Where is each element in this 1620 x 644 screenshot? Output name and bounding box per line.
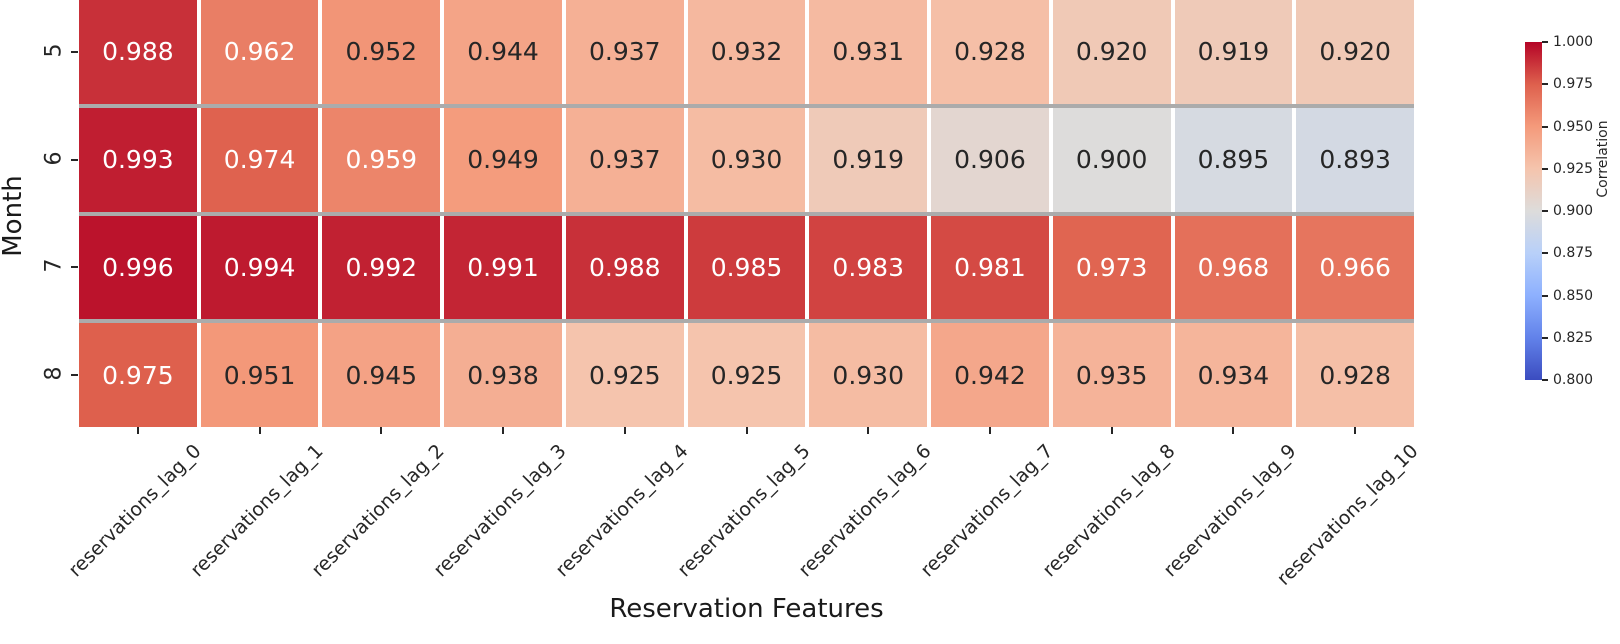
heatmap-cell-6-reservations_lag_2: 0.959 bbox=[322, 107, 441, 212]
heatmap-cell-5-reservations_lag_2: 0.952 bbox=[322, 0, 441, 104]
colorbar-tick-label-0.950: 0.950 bbox=[1553, 118, 1594, 135]
y-tick-label-5: 5 bbox=[41, 43, 67, 58]
heatmap-cell-8-reservations_lag_9: 0.934 bbox=[1174, 323, 1293, 427]
colorbar-tick-mark bbox=[1542, 336, 1548, 339]
heatmap-cell-8-reservations_lag_1: 0.951 bbox=[200, 323, 319, 427]
x-tick-mark bbox=[867, 427, 870, 434]
heatmap-cell-6-reservations_lag_3: 0.949 bbox=[444, 107, 562, 212]
heatmap-cell-7-reservations_lag_6: 0.983 bbox=[809, 215, 928, 320]
colorbar-tick-label-1.000: 1.000 bbox=[1553, 34, 1594, 50]
heatmap-cell-7-reservations_lag_9: 0.968 bbox=[1174, 215, 1293, 320]
colorbar-tick-label-0.975: 0.975 bbox=[1553, 76, 1594, 93]
heatmap-row-5: 0.988 0.962 0.952 0.944 0.937 0.932 0.931 0.928… bbox=[79, 0, 1414, 104]
heatmap-row-6: 0.993 0.974 0.959 0.949 0.937 0.930 0.919 0.906… bbox=[79, 103, 1414, 212]
heatmap-cell-8-reservations_lag_4: 0.925 bbox=[565, 323, 684, 427]
colorbar-title: Correlation bbox=[1595, 120, 1611, 198]
heatmap-cell-6-reservations_lag_7: 0.906 bbox=[931, 107, 1049, 212]
colorbar-tick-mark bbox=[1542, 167, 1548, 170]
heatmap-cell-7-reservations_lag_5: 0.985 bbox=[687, 215, 806, 320]
colorbar-tick-label-0.875: 0.875 bbox=[1553, 245, 1594, 262]
x-tick-mark bbox=[502, 427, 505, 434]
x-tick-mark bbox=[988, 427, 991, 434]
heatmap-cell-6-reservations_lag_10: 0.893 bbox=[1296, 107, 1414, 212]
colorbar bbox=[1525, 42, 1542, 380]
colorbar-tick-label-0.800: 0.800 bbox=[1553, 372, 1594, 388]
heatmap-cell-6-reservations_lag_6: 0.919 bbox=[809, 107, 928, 212]
heatmap-cell-5-reservations_lag_7: 0.928 bbox=[931, 0, 1049, 104]
y-axis-title: Month bbox=[0, 175, 28, 257]
colorbar-tick-mark bbox=[1542, 83, 1548, 86]
heatmap-cell-7-reservations_lag_3: 0.991 bbox=[444, 215, 562, 320]
heatmap-cell-6-reservations_lag_1: 0.974 bbox=[200, 107, 319, 212]
heatmap-cell-7-reservations_lag_7: 0.981 bbox=[931, 215, 1049, 320]
heatmap-cell-8-reservations_lag_5: 0.925 bbox=[687, 323, 806, 427]
heatmap-cell-7-reservations_lag_0: 0.996 bbox=[79, 215, 197, 320]
colorbar-tick-label-0.825: 0.825 bbox=[1553, 329, 1594, 346]
colorbar-tick-mark bbox=[1542, 294, 1548, 297]
heatmap-cell-6-reservations_lag_4: 0.937 bbox=[565, 107, 684, 212]
colorbar-tick-mark bbox=[1542, 252, 1548, 255]
x-tick-mark bbox=[1110, 427, 1113, 434]
heatmap-cell-5-reservations_lag_0: 0.988 bbox=[79, 0, 197, 104]
colorbar-tick-mark bbox=[1542, 379, 1548, 381]
heatmap-cell-7-reservations_lag_1: 0.994 bbox=[200, 215, 319, 320]
colorbar-tick-mark bbox=[1542, 125, 1548, 128]
heatmap-plot-area: 0.988 0.962 0.952 0.944 0.937 0.932 0.931 0.928… bbox=[79, 0, 1414, 427]
heatmap-cell-5-reservations_lag_5: 0.932 bbox=[687, 0, 806, 104]
y-tick-mark bbox=[71, 50, 78, 53]
colorbar-tick-label-0.925: 0.925 bbox=[1553, 160, 1594, 177]
y-tick-mark bbox=[71, 374, 78, 377]
heatmap-cell-6-reservations_lag_0: 0.993 bbox=[79, 107, 197, 212]
heatmap-cell-7-reservations_lag_4: 0.988 bbox=[565, 215, 684, 320]
y-tick-mark bbox=[71, 266, 78, 269]
heatmap-cell-5-reservations_lag_1: 0.962 bbox=[200, 0, 319, 104]
heatmap-cell-8-reservations_lag_8: 0.935 bbox=[1052, 323, 1171, 427]
heatmap-cell-8-reservations_lag_2: 0.945 bbox=[322, 323, 441, 427]
heatmap-cell-7-reservations_lag_8: 0.973 bbox=[1052, 215, 1171, 320]
heatmap-cell-6-reservations_lag_9: 0.895 bbox=[1174, 107, 1293, 212]
colorbar-tick-label-0.850: 0.850 bbox=[1553, 287, 1594, 304]
colorbar-tick-mark bbox=[1542, 210, 1548, 212]
x-tick-mark bbox=[745, 427, 748, 434]
heatmap-cell-5-reservations_lag_8: 0.920 bbox=[1052, 0, 1171, 104]
heatmap-cell-8-reservations_lag_0: 0.975 bbox=[79, 323, 197, 427]
heatmap-cell-5-reservations_lag_10: 0.920 bbox=[1296, 0, 1414, 104]
y-tick-label-6: 6 bbox=[41, 151, 67, 166]
y-tick-mark bbox=[71, 158, 78, 161]
heatmap-cell-7-reservations_lag_2: 0.992 bbox=[322, 215, 441, 320]
x-tick-mark bbox=[380, 427, 383, 434]
heatmap-row-8: 0.975 0.951 0.945 0.938 0.925 0.925 0.930 0.942… bbox=[79, 319, 1414, 427]
heatmap-cell-8-reservations_lag_7: 0.942 bbox=[931, 323, 1049, 427]
heatmap-cell-5-reservations_lag_9: 0.919 bbox=[1174, 0, 1293, 104]
heatmap-cell-5-reservations_lag_6: 0.931 bbox=[809, 0, 928, 104]
colorbar-tick-label-0.900: 0.900 bbox=[1553, 203, 1594, 219]
heatmap-cell-5-reservations_lag_4: 0.937 bbox=[565, 0, 684, 104]
x-tick-mark bbox=[136, 427, 139, 434]
x-tick-mark bbox=[258, 427, 261, 434]
heatmap-cell-7-reservations_lag_10: 0.966 bbox=[1296, 215, 1414, 320]
heatmap-cell-8-reservations_lag_6: 0.930 bbox=[809, 323, 928, 427]
x-tick-mark bbox=[623, 427, 626, 434]
heatmap-cell-5-reservations_lag_3: 0.944 bbox=[444, 0, 562, 104]
x-tick-mark bbox=[1232, 427, 1235, 434]
y-tick-label-7: 7 bbox=[41, 258, 67, 273]
heatmap-row-7: 0.996 0.994 0.992 0.991 0.988 0.985 0.983 0.981… bbox=[79, 211, 1414, 320]
x-axis-title: Reservation Features bbox=[609, 594, 884, 624]
heatmap-cell-8-reservations_lag_3: 0.938 bbox=[444, 323, 562, 427]
heatmap-cell-6-reservations_lag_8: 0.900 bbox=[1052, 107, 1171, 212]
y-tick-label-8: 8 bbox=[41, 366, 67, 381]
x-tick-mark bbox=[1354, 427, 1357, 434]
heatmap-cell-8-reservations_lag_10: 0.928 bbox=[1296, 323, 1414, 427]
colorbar-tick-mark bbox=[1542, 41, 1548, 43]
heatmap-cell-6-reservations_lag_5: 0.930 bbox=[687, 107, 806, 212]
